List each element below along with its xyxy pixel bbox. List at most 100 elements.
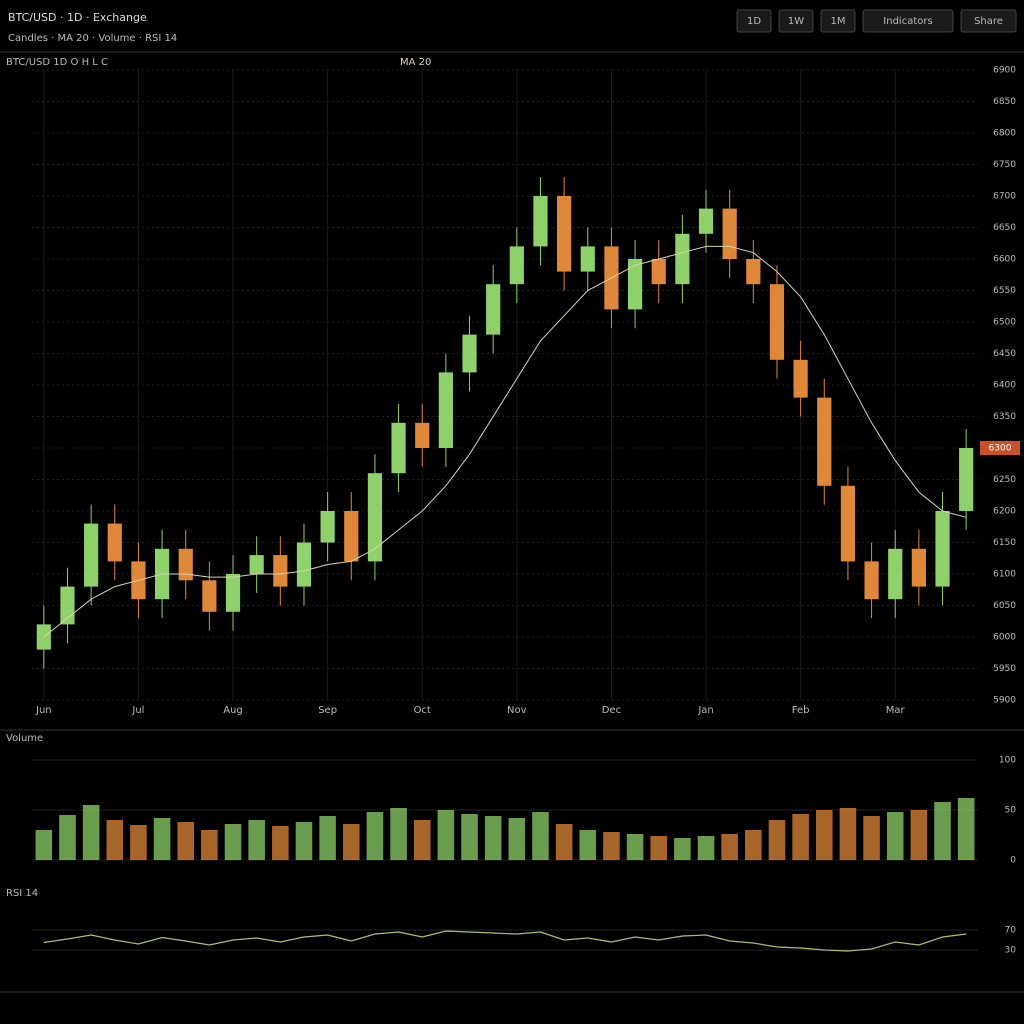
y-tick-label: 6800: [993, 129, 1016, 139]
candle-body: [533, 196, 548, 247]
volume-bar: [484, 816, 502, 860]
volume-bar: [934, 802, 951, 860]
y-tick-label: 6850: [993, 97, 1016, 107]
candle-body: [675, 233, 690, 285]
candle-body: [202, 580, 217, 612]
candle-body: [911, 548, 926, 587]
x-tick-label: Feb: [792, 705, 810, 716]
volume-bar: [413, 820, 431, 860]
volume-bar: [768, 820, 786, 860]
moving-average: [43, 245, 967, 638]
oscillator-line: [43, 930, 967, 952]
y-tick-label: 6150: [993, 538, 1016, 548]
candle-body: [84, 523, 99, 587]
candle-body: [438, 372, 453, 448]
volume-bar: [863, 816, 880, 860]
candle-body: [817, 397, 832, 486]
volume-bar: [59, 815, 76, 860]
candle-body: [888, 548, 903, 600]
candle-body: [864, 561, 879, 600]
volume-bar: [224, 824, 242, 860]
last-price-tag: [980, 441, 1020, 455]
candle-body: [36, 624, 51, 650]
volume-bar: [721, 834, 738, 860]
x-tick-label: Dec: [602, 705, 621, 716]
y-tick-label: 6350: [993, 412, 1016, 422]
toolbar-button-label[interactable]: 1W: [788, 16, 804, 27]
volume-bar: [626, 834, 644, 860]
y-tick-label: 5950: [993, 664, 1016, 674]
y-tick-label: 5900: [993, 696, 1016, 706]
volume-bar: [815, 810, 833, 860]
volume-bar: [106, 820, 124, 860]
candle-body: [698, 208, 714, 234]
volume-bar: [153, 818, 171, 860]
volume-bar: [295, 822, 313, 860]
candle-body: [320, 511, 335, 543]
x-tick-label: Jun: [35, 705, 52, 716]
y-tick-label: 100: [999, 756, 1016, 766]
candle-body: [935, 511, 950, 587]
volume-bar: [248, 820, 265, 860]
candle-body: [769, 284, 785, 360]
volume-bar: [957, 798, 975, 860]
volume-bar: [579, 830, 597, 860]
volume-bar: [886, 812, 904, 860]
x-tick-label: Sep: [318, 705, 337, 716]
candle-body: [486, 284, 501, 335]
candle-body: [509, 246, 524, 285]
toolbar-button[interactable]: [960, 9, 1017, 33]
y-tick-label: 6100: [993, 570, 1016, 580]
candle-body: [557, 196, 572, 272]
panel-title: Volume: [6, 733, 43, 744]
toolbar-button[interactable]: [820, 9, 856, 33]
volume-bar: [201, 830, 218, 860]
volume-bar: [35, 830, 53, 860]
volume-bar: [437, 810, 455, 860]
toolbar-button[interactable]: [778, 9, 814, 33]
y-tick-label: 6600: [993, 255, 1016, 265]
candle-body: [627, 259, 643, 310]
volume-bar: [390, 808, 407, 860]
toolbar-button-label[interactable]: Indicators: [883, 16, 932, 27]
toolbar-button[interactable]: [736, 9, 772, 33]
candle-body: [367, 473, 383, 562]
candle-body: [107, 523, 122, 562]
candle-body: [462, 334, 477, 373]
y-tick-label: 6900: [993, 66, 1016, 76]
y-tick-label: 6750: [993, 160, 1016, 170]
y-tick-label: 30: [1005, 946, 1017, 956]
toolbar-button-label[interactable]: Share: [974, 16, 1003, 27]
volume-bar: [910, 810, 928, 860]
volume-bar: [697, 836, 715, 860]
last-price-label: 6300: [989, 444, 1012, 454]
volume-bar: [674, 838, 691, 860]
candle-body: [344, 511, 359, 562]
y-tick-label: 6200: [993, 507, 1016, 517]
toolbar-button-label[interactable]: 1D: [747, 16, 761, 27]
candle-body: [959, 448, 974, 511]
x-tick-label: Oct: [414, 705, 431, 716]
x-tick-label: Jul: [131, 705, 144, 716]
header-title: BTC/USD · 1D · Exchange: [8, 11, 147, 24]
candle-body: [391, 422, 406, 474]
y-tick-label: 50: [1005, 806, 1017, 816]
y-tick-label: 6450: [993, 349, 1016, 359]
toolbar-button-label[interactable]: 1M: [831, 16, 846, 27]
candle-body: [415, 422, 430, 448]
volume-bar: [532, 812, 549, 860]
candle-body: [249, 555, 264, 574]
volume-bar: [272, 826, 289, 860]
volume-bar: [82, 805, 100, 860]
candle-body: [580, 246, 595, 272]
volume-bar: [130, 825, 147, 860]
y-tick-label: 70: [1005, 926, 1017, 936]
header-subtitle: Candles · MA 20 · Volume · RSI 14: [8, 33, 177, 44]
y-tick-label: 6550: [993, 286, 1016, 296]
volume-bar: [461, 814, 478, 860]
candle-body: [273, 555, 288, 587]
volume-bar: [508, 818, 526, 860]
toolbar-button[interactable]: [862, 9, 954, 33]
